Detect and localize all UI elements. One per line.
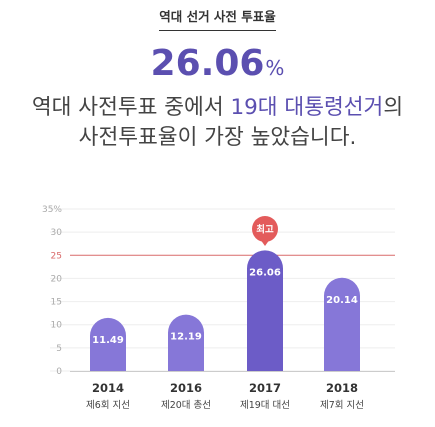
y-tick-label: 5: [56, 344, 62, 354]
headline-line-2: 사전투표율이 가장 높았습니다.: [78, 125, 357, 150]
headline-value-number: 26.06: [150, 43, 265, 84]
x-category-label: 2017: [249, 381, 281, 395]
headline-line-1-highlight: 19대 대통령선거: [230, 95, 384, 120]
x-subcategory-label: 제6회 지선: [86, 400, 130, 411]
bar-2018: [324, 277, 360, 371]
y-tick-label: 35%: [42, 205, 62, 215]
y-tick-label: 0: [56, 367, 62, 377]
y-tick-label: 25: [51, 251, 62, 261]
bar-value-label: 11.49: [92, 335, 124, 346]
chart-header-label: 역대 선거 사전 투표율: [159, 6, 276, 31]
y-tick-label: 30: [51, 228, 63, 238]
x-category-label: 2016: [170, 381, 202, 395]
chart-header: 역대 선거 사전 투표율: [0, 6, 435, 31]
bar-value-label: 20.14: [326, 295, 358, 306]
y-tick-label: 15: [51, 298, 62, 308]
headline-text: 역대 사전투표 중에서 19대 대통령선거의 사전투표율이 가장 높았습니다.: [0, 93, 435, 153]
bar-value-label: 26.06: [249, 267, 281, 278]
x-category-label: 2018: [326, 381, 358, 395]
bar-2017: [247, 250, 283, 371]
headline-value: 26.06%: [0, 42, 435, 90]
x-category-label: 2014: [92, 381, 124, 395]
y-tick-label: 10: [51, 321, 63, 331]
highlight-badge-label: 최고: [256, 224, 274, 236]
y-tick-label: 20: [51, 274, 63, 284]
bar-2016: [168, 314, 204, 371]
x-subcategory-label: 제7회 지선: [320, 400, 364, 411]
headline-value-unit: %: [265, 56, 285, 80]
headline-line-1-pre: 역대 사전투표 중에서: [31, 95, 231, 120]
headline-line-1: 역대 사전투표 중에서 19대 대통령선거의: [0, 93, 435, 123]
x-subcategory-label: 제19대 대선: [240, 400, 290, 411]
highlight-badge: [252, 216, 278, 242]
bar-2014: [90, 317, 126, 371]
bar-value-label: 12.19: [170, 332, 202, 343]
x-subcategory-label: 제20대 총선: [161, 400, 211, 411]
headline-line-1-post: 의: [383, 95, 404, 120]
